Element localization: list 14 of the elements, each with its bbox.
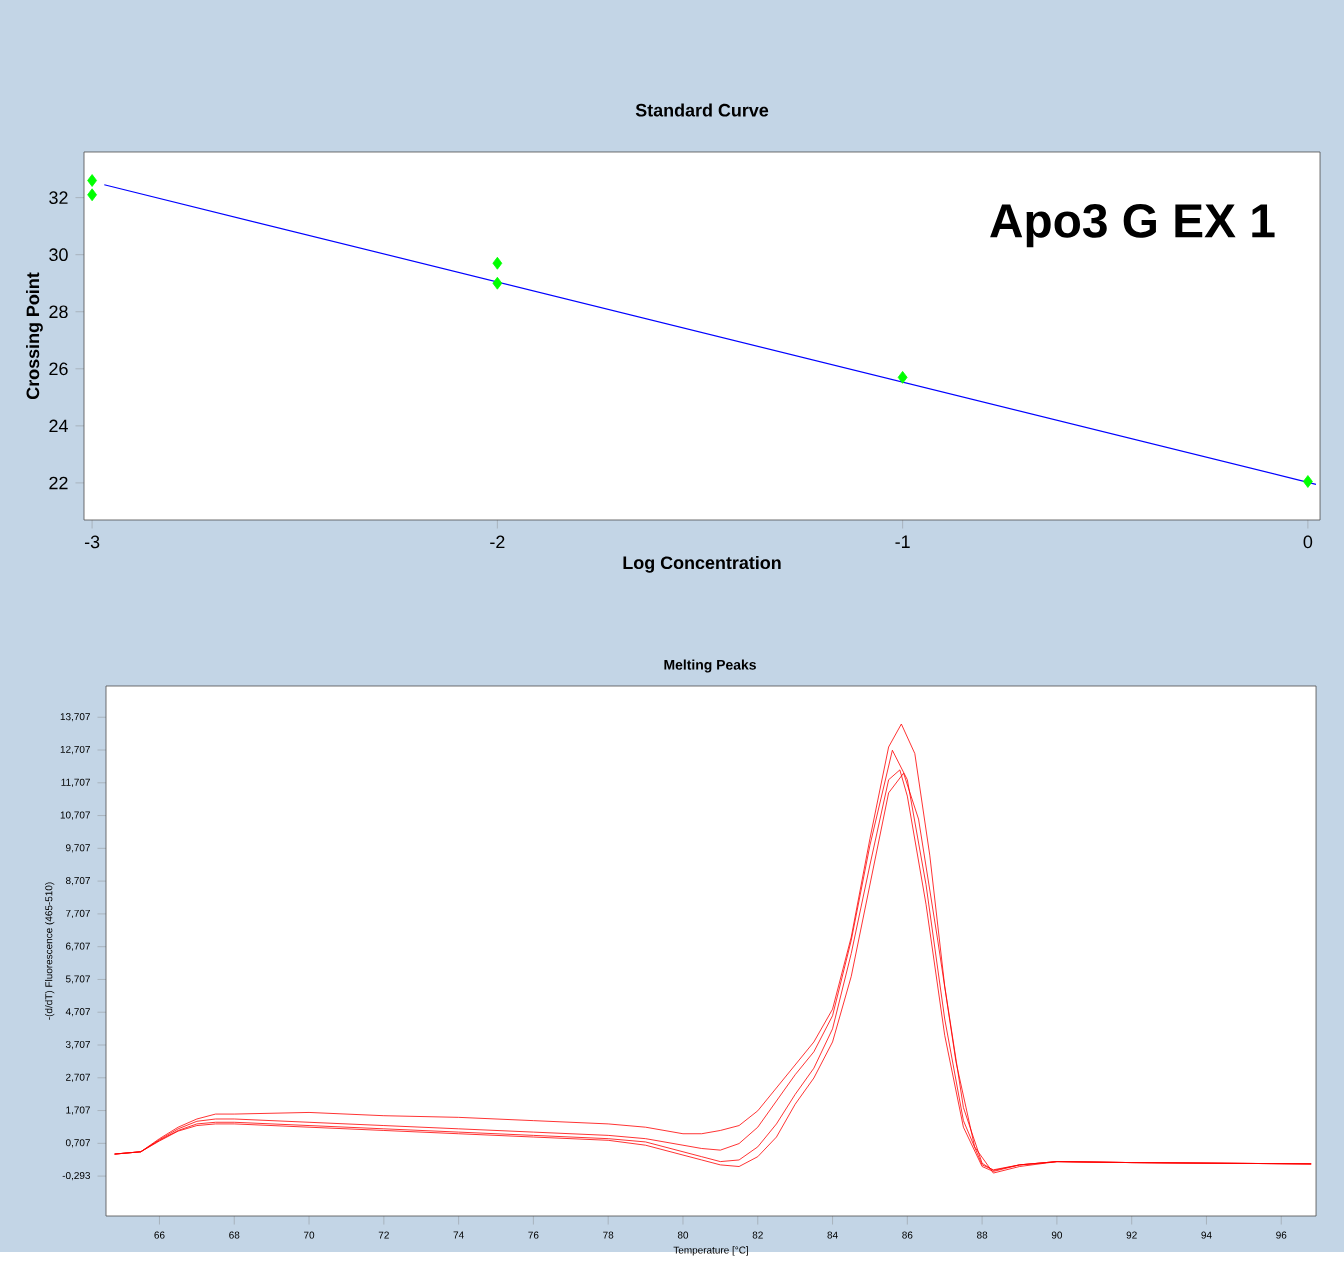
- y-tick-label: 22: [49, 476, 68, 490]
- y-tick-label: 24: [49, 419, 68, 433]
- annotation: Apo3 G EX 1: [990, 203, 1275, 248]
- chart-title: Standard Curve: [635, 103, 769, 117]
- y-tick-label: 30: [49, 248, 68, 261]
- y-tick-label: 26: [49, 362, 68, 376]
- y-axis-title: Crossing Point: [26, 272, 43, 399]
- x-tick-label: -2: [490, 535, 505, 548]
- x-tick-label: -3: [84, 535, 100, 549]
- y-tick-label: 32: [49, 191, 68, 204]
- x-tick-label: -1: [895, 535, 910, 548]
- y-tick-label: 28: [49, 305, 68, 319]
- x-axis-title: Log Concentration: [623, 555, 781, 573]
- x-tick-label: 0: [1303, 535, 1313, 549]
